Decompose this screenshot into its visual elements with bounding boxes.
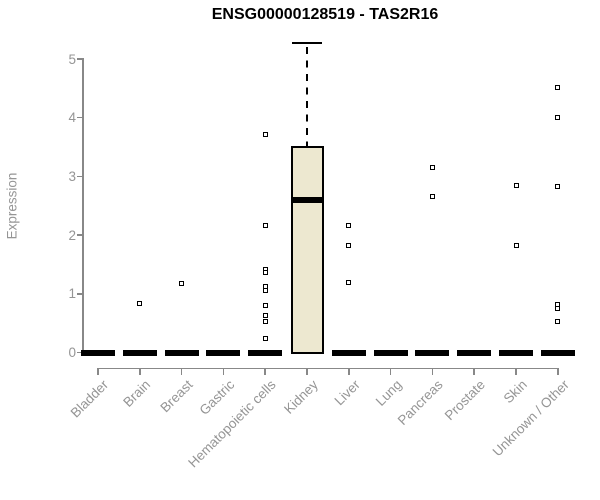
x-axis-tick bbox=[306, 368, 308, 375]
outlier-point bbox=[555, 183, 561, 189]
zero-median-bar bbox=[164, 349, 199, 356]
y-tick-label: 4 bbox=[68, 110, 76, 126]
x-axis-tick bbox=[348, 368, 350, 375]
x-axis-tick bbox=[264, 368, 266, 375]
boxplot-box bbox=[290, 145, 324, 355]
outlier-point bbox=[346, 243, 352, 249]
x-tick-label-text: Lung bbox=[372, 377, 405, 409]
y-tick-label: 2 bbox=[68, 227, 76, 243]
outlier-point bbox=[137, 300, 143, 306]
x-axis-tick bbox=[431, 368, 434, 375]
y-axis-tick bbox=[77, 351, 83, 354]
zero-median-bar bbox=[331, 349, 366, 356]
x-tick-label-text: Gastric bbox=[196, 377, 237, 418]
y-axis-tick bbox=[77, 175, 83, 178]
x-tick-label-text: Brain bbox=[120, 377, 154, 410]
x-tick-label-text: Kidney bbox=[280, 377, 321, 417]
outlier-point bbox=[262, 287, 268, 293]
zero-median-bar bbox=[206, 349, 241, 356]
x-axis-tick bbox=[222, 368, 225, 375]
outlier-point bbox=[429, 194, 435, 200]
outlier-point bbox=[262, 336, 268, 342]
x-axis-line bbox=[97, 367, 559, 370]
y-axis-tick bbox=[77, 58, 83, 60]
outlier-point bbox=[429, 164, 435, 170]
x-axis-tick bbox=[97, 368, 99, 375]
outlier-point bbox=[513, 243, 519, 249]
x-tick-label-text: Liver bbox=[331, 377, 363, 409]
x-axis-tick bbox=[473, 368, 475, 375]
whisker-dashed bbox=[305, 47, 309, 146]
y-tick-label: 1 bbox=[68, 286, 76, 302]
x-axis-tick bbox=[389, 368, 392, 375]
x-tick-label-text: Breast bbox=[156, 377, 196, 416]
x-axis-tick bbox=[557, 368, 559, 375]
outlier-point bbox=[555, 319, 561, 325]
y-axis-line bbox=[82, 58, 84, 354]
outlier-point bbox=[555, 114, 561, 120]
zero-median-bar bbox=[415, 349, 450, 356]
zero-median-bar bbox=[248, 349, 283, 356]
x-tick-label-text: Pancreas bbox=[395, 377, 446, 428]
outlier-point bbox=[346, 222, 352, 228]
x-axis-tick bbox=[180, 368, 183, 375]
x-tick-label-text: Skin bbox=[500, 377, 530, 407]
zero-median-bar bbox=[540, 349, 575, 356]
outlier-point bbox=[346, 280, 352, 286]
x-tick-label-text: Bladder bbox=[68, 377, 112, 421]
y-axis-tick bbox=[77, 293, 83, 295]
x-axis-tick bbox=[139, 368, 141, 375]
x-tick-label-text: Prostate bbox=[441, 377, 488, 424]
zero-median-bar bbox=[373, 349, 408, 356]
y-tick-label: 5 bbox=[68, 51, 76, 67]
outlier-point bbox=[555, 305, 561, 311]
median-line bbox=[290, 197, 324, 203]
outlier-point bbox=[179, 281, 185, 287]
outlier-point bbox=[555, 85, 561, 91]
chart-title: ENSG00000128519 - TAS2R16 bbox=[211, 6, 439, 23]
outlier-point bbox=[262, 223, 268, 229]
zero-median-bar bbox=[81, 349, 115, 356]
y-axis-tick bbox=[77, 234, 83, 236]
outlier-point bbox=[262, 131, 268, 137]
y-axis-tick bbox=[77, 116, 83, 119]
whisker-cap bbox=[292, 41, 322, 45]
outlier-point bbox=[513, 182, 519, 188]
outlier-point bbox=[262, 313, 268, 319]
zero-median-bar bbox=[122, 349, 157, 356]
zero-median-bar bbox=[457, 349, 492, 356]
zero-median-bar bbox=[499, 349, 533, 356]
y-tick-label: 0 bbox=[68, 345, 76, 360]
y-tick-label: 3 bbox=[68, 168, 76, 184]
outlier-point bbox=[262, 270, 268, 276]
x-tick-label-text: Unknown / Other bbox=[489, 377, 572, 460]
x-axis-tick bbox=[515, 368, 517, 375]
y-axis-title: Expression bbox=[4, 172, 20, 240]
outlier-point bbox=[262, 319, 268, 325]
outlier-point bbox=[262, 303, 268, 309]
